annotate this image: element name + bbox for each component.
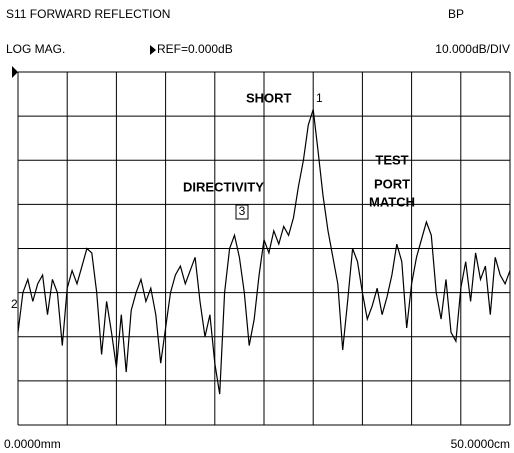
annotation: PORT: [374, 176, 410, 191]
ref-pointer: [12, 66, 18, 78]
trace: [17, 109, 511, 395]
reference: REF=0.000dB: [157, 42, 233, 56]
format: LOG MAG.: [6, 42, 65, 56]
annotation: 3: [239, 204, 246, 218]
annotation: SHORT: [246, 90, 292, 105]
annotation: 1: [316, 91, 323, 105]
marker-box: [235, 204, 249, 220]
ref-glyph: [150, 45, 156, 55]
annotation: MATCH: [369, 194, 415, 209]
scale: 10.000dB/DIV: [435, 42, 510, 56]
mode: BP: [448, 7, 464, 21]
x-tick-label: 50.0000cm: [451, 437, 510, 451]
annotation: DIRECTIVITY: [183, 179, 264, 194]
annotation: 2: [11, 297, 18, 311]
annotation: TEST: [375, 152, 408, 167]
title: S11 FORWARD REFLECTION: [6, 7, 170, 21]
x-tick-label: 0.0000mm: [4, 437, 61, 451]
